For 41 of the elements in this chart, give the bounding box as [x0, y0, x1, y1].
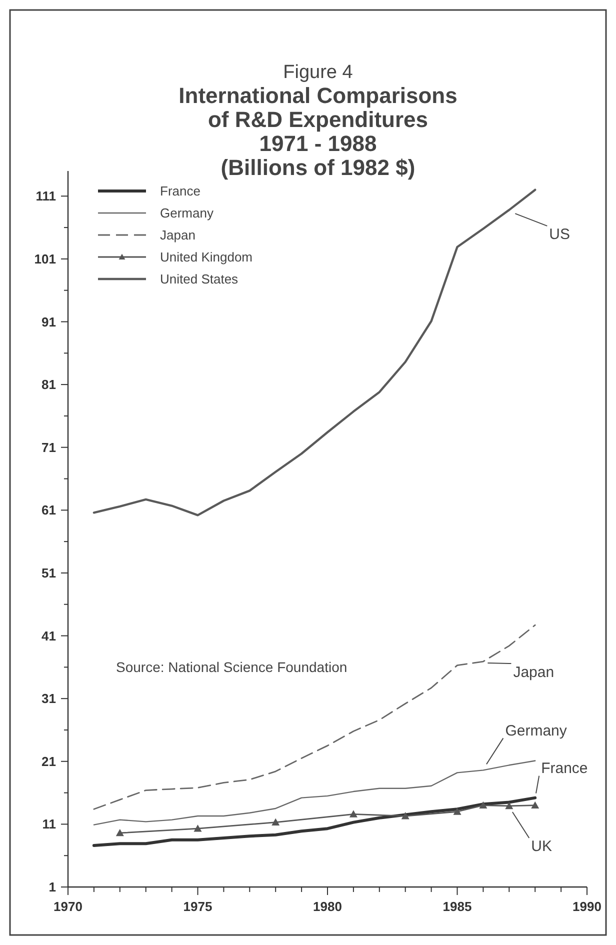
- line-series: [93, 760, 536, 826]
- y-tick-label: 11: [42, 816, 56, 832]
- y-tick-label: 31: [42, 691, 56, 706]
- y-tick-label: 21: [42, 754, 56, 769]
- legend-label: United States: [160, 272, 239, 287]
- point: [349, 810, 358, 818]
- point: [505, 802, 514, 810]
- annotation: France: [541, 760, 588, 778]
- legend-label: Japan: [160, 228, 196, 243]
- point: [194, 824, 202, 832]
- x-tick-label: 1985: [442, 899, 472, 914]
- y-tick-label: 91: [42, 314, 56, 330]
- y-tick-label: 101: [34, 251, 56, 266]
- chart-subtitle: Figure 4: [283, 62, 354, 83]
- x-tick-label: 1990: [572, 899, 602, 914]
- y-tick-label: 71: [42, 440, 56, 455]
- annotation: Source: National Science Foundation: [116, 659, 348, 676]
- point: [116, 828, 124, 836]
- y-tick-label: 41: [42, 628, 56, 644]
- annotation: UK: [531, 838, 552, 856]
- point: [531, 801, 540, 809]
- y-tick-label: 61: [42, 502, 56, 518]
- annotation: Germany: [505, 722, 568, 740]
- annotation: Japan: [513, 664, 554, 681]
- point: [479, 801, 488, 809]
- y-tick-label: 81: [42, 377, 56, 392]
- y-tick-label: 111: [36, 188, 56, 204]
- chart-title: International Comparisons of R&D Expenditures 1971 - 1988 (Billions of 1982 $): [178, 83, 458, 180]
- x-tick-label: 1980: [313, 899, 342, 914]
- x-tick-label: 1970: [54, 899, 82, 914]
- annotation: US: [549, 226, 570, 244]
- point: [401, 812, 410, 820]
- line-series: [92, 188, 536, 516]
- legend-label: France: [160, 184, 200, 199]
- point: [453, 808, 462, 815]
- legend-label: United Kingdom: [160, 250, 252, 265]
- x-tick-label: 1975: [183, 899, 212, 914]
- y-tick-label: 1: [48, 880, 56, 895]
- y-tick-label: 51: [42, 566, 56, 581]
- point: [272, 818, 280, 826]
- legend-label: Germany: [160, 206, 214, 221]
